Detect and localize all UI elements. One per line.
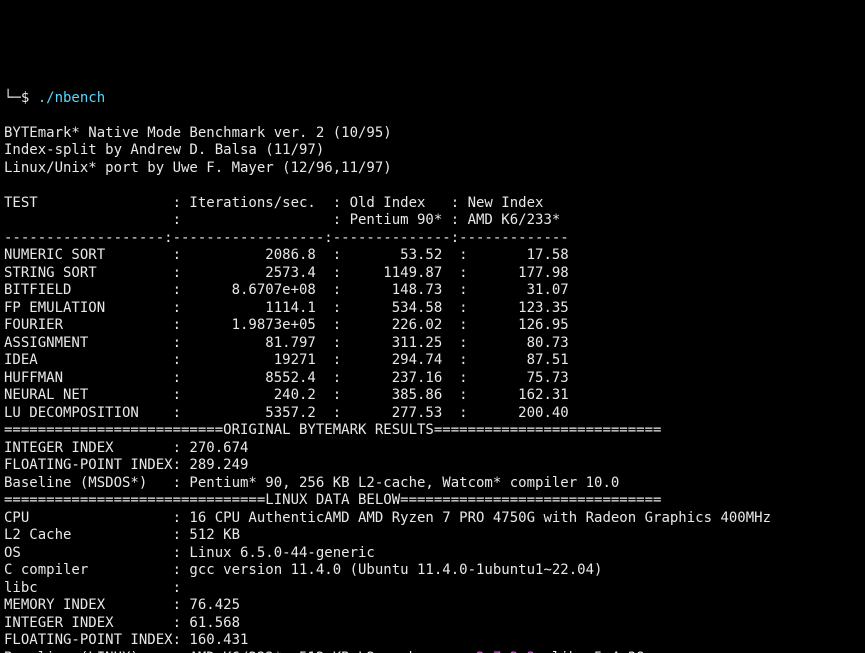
linux-baseline-post: , libc-5.4.38 (535, 650, 645, 653)
prompt-prefix: └─$ (4, 90, 38, 106)
prompt-command: ./nbench (38, 90, 105, 106)
header-line-0: BYTEmark* Native Mode Benchmark ver. 2 (… (4, 125, 392, 141)
orig-integer-row: INTEGER INDEX : 270.674 (4, 440, 248, 456)
linux-os-row: OS : Linux 6.5.0-44-generic (4, 545, 375, 561)
linux-l2-row: L2 Cache : 512 KB (4, 527, 240, 543)
table-header-row: TEST : Iterations/sec. : Old Index : New… (4, 195, 543, 211)
orig-float-row: FLOATING-POINT INDEX: 289.249 (4, 457, 248, 473)
header-line-1: Index-split by Andrew D. Balsa (11/97) (4, 142, 324, 158)
linux-baseline-label: Baseline (LINUX) : (4, 650, 189, 653)
linux-int-row: INTEGER INDEX : 61.568 (4, 615, 240, 631)
linux-baseline-pre: AMD K6/233*, 512 KB L2-cache, gcc (189, 650, 476, 653)
linux-cpu-row: CPU : 16 CPU AuthenticAMD AMD Ryzen 7 PR… (4, 510, 771, 526)
linux-baseline-row: Baseline (LINUX) : AMD K6/233*, 512 KB L… (4, 650, 645, 653)
banner-original: ==========================ORIGINAL BYTEM… (4, 422, 661, 438)
table-header-ref-row: : : Pentium 90* : AMD K6/233* (4, 212, 560, 228)
linux-cc-row: C compiler : gcc version 11.4.0 (Ubuntu … (4, 562, 602, 578)
linux-float-row: FLOATING-POINT INDEX: 160.431 (4, 632, 248, 648)
orig-baseline-row: Baseline (MSDOS*) : Pentium* 90, 256 KB … (4, 475, 619, 491)
linux-baseline-gcc-version: 2.7.2.3 (476, 650, 535, 653)
linux-mem-row: MEMORY INDEX : 76.425 (4, 597, 240, 613)
header-line-2: Linux/Unix* port by Uwe F. Mayer (12/96,… (4, 160, 392, 176)
terminal-output[interactable]: └─$ ./nbench BYTEmark* Native Mode Bench… (0, 88, 865, 653)
banner-linux: ===============================LINUX DAT… (4, 492, 661, 508)
table-divider: -------------------:------------------:-… (4, 230, 569, 246)
linux-libc-row: libc : (4, 580, 189, 596)
table-body: NUMERIC SORT : 2086.8 : 53.52 : 17.58 ST… (4, 247, 569, 421)
